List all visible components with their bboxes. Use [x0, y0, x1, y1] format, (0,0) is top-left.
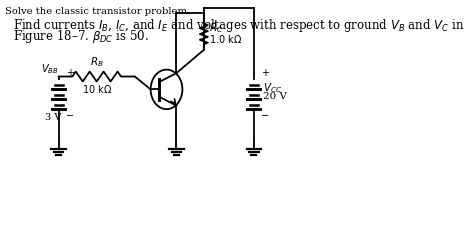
Text: Solve the classic transistor problem.: Solve the classic transistor problem.	[5, 7, 191, 16]
Text: 3 V: 3 V	[45, 113, 62, 122]
Text: $V_{BB}$: $V_{BB}$	[41, 62, 59, 76]
Text: −: −	[66, 111, 74, 121]
Text: +: +	[66, 68, 73, 78]
Text: $R_C$: $R_C$	[210, 21, 224, 35]
Text: −: −	[261, 111, 269, 121]
Text: 10 k$\Omega$: 10 k$\Omega$	[82, 83, 112, 95]
Text: 1.0 k$\Omega$: 1.0 k$\Omega$	[210, 33, 243, 45]
Text: $R_B$: $R_B$	[90, 55, 103, 69]
Text: Find currents $I_B$, $I_C$, and $I_E$ and voltages with respect to ground $V_B$ : Find currents $I_B$, $I_C$, and $I_E$ an…	[12, 17, 464, 34]
Text: 20 V: 20 V	[263, 92, 287, 101]
Text: +: +	[261, 68, 269, 78]
Text: Figure 18–7. $\beta_{DC}$ is 50.: Figure 18–7. $\beta_{DC}$ is 50.	[12, 28, 148, 45]
Text: $V_{CC}$: $V_{CC}$	[263, 81, 282, 95]
